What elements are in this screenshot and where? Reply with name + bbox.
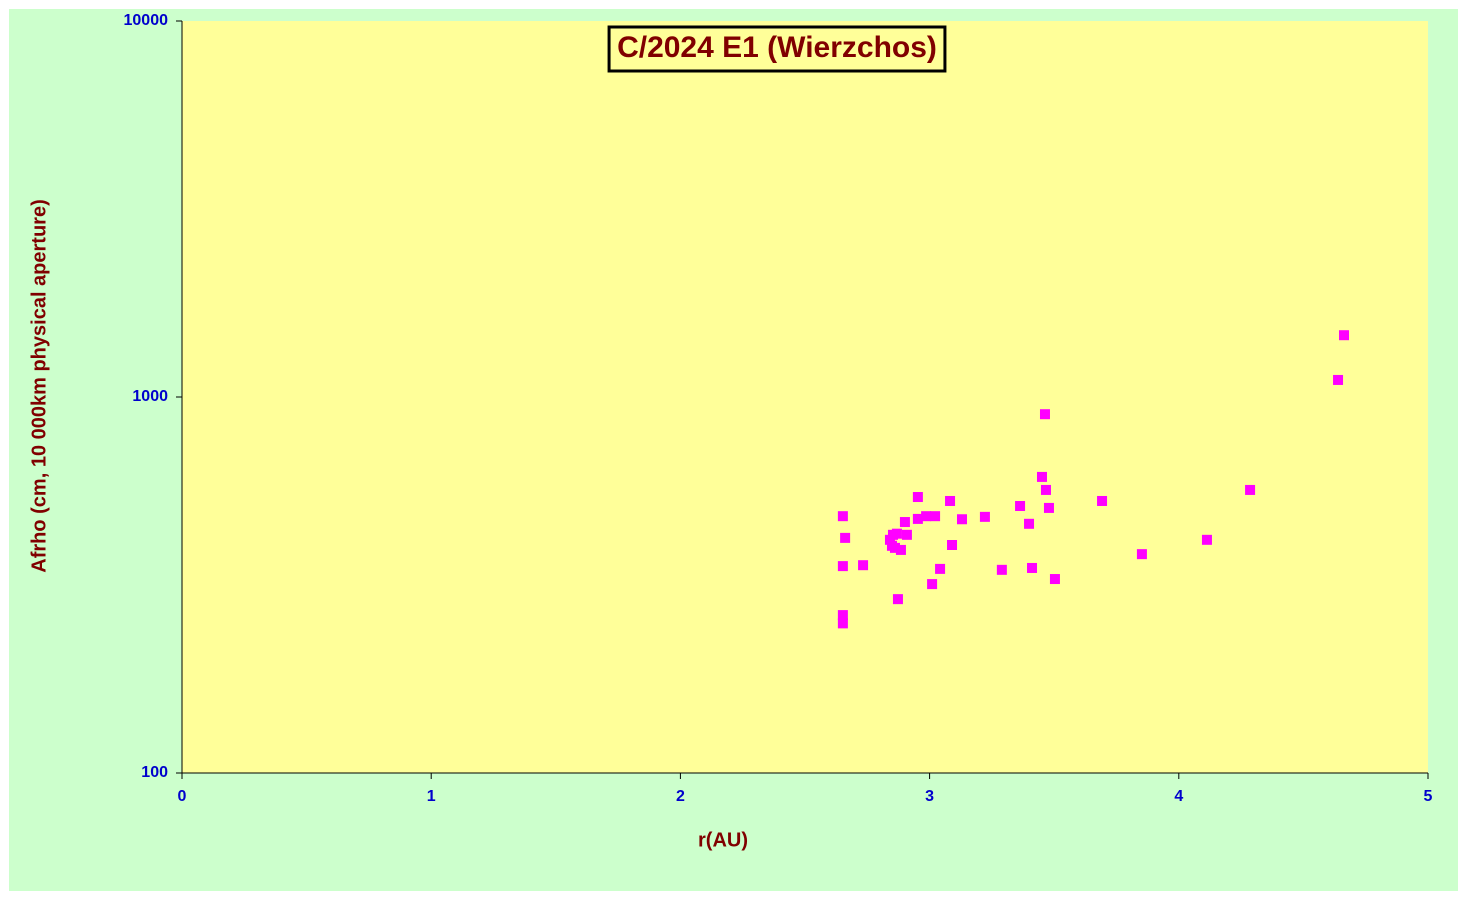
point <box>1036 471 1047 482</box>
point <box>884 534 895 545</box>
point <box>912 513 923 524</box>
point <box>1097 495 1108 506</box>
x-tick-label: 3 <box>925 788 934 805</box>
x-axis-title: r(AU) <box>698 829 748 851</box>
point <box>837 511 848 522</box>
y-tick-label: 100 <box>141 764 168 781</box>
plot-area <box>182 21 1428 773</box>
point <box>1040 484 1051 495</box>
point <box>1039 409 1050 420</box>
point <box>1024 518 1035 529</box>
point <box>901 529 912 540</box>
point <box>837 610 848 621</box>
chart-title: C/2024 E1 (Wierzchos) <box>617 31 937 64</box>
point <box>892 594 903 605</box>
point <box>927 579 938 590</box>
point <box>1027 562 1038 573</box>
x-tick-label: 1 <box>427 788 436 805</box>
point <box>930 511 941 522</box>
point <box>1136 549 1147 560</box>
x-tick-label: 5 <box>1424 788 1433 805</box>
point <box>887 529 898 540</box>
y-axis-title: Afrho (cm, 10 000km physical aperture) <box>28 199 50 572</box>
point <box>1015 500 1026 511</box>
point <box>912 492 923 503</box>
point <box>935 563 946 574</box>
point <box>956 514 967 525</box>
y-tick-label: 1000 <box>132 388 168 405</box>
y-tick-label: 10000 <box>124 12 169 29</box>
point <box>889 542 900 553</box>
point <box>947 540 958 551</box>
title-box <box>607 25 947 73</box>
point <box>1339 330 1350 341</box>
x-tick-label: 2 <box>676 788 685 805</box>
x-tick-label: 0 <box>178 788 187 805</box>
x-tick-label: 4 <box>1174 788 1183 805</box>
point <box>979 511 990 522</box>
point <box>1043 502 1054 513</box>
point <box>840 532 851 543</box>
point <box>858 560 869 571</box>
point <box>1201 534 1212 545</box>
point <box>921 511 932 522</box>
point <box>1245 484 1256 495</box>
point <box>899 517 910 528</box>
point <box>945 495 956 506</box>
point <box>996 564 1007 575</box>
point <box>895 544 906 555</box>
point <box>837 618 848 629</box>
point <box>1049 574 1060 585</box>
point <box>837 561 848 572</box>
point <box>1333 374 1344 385</box>
